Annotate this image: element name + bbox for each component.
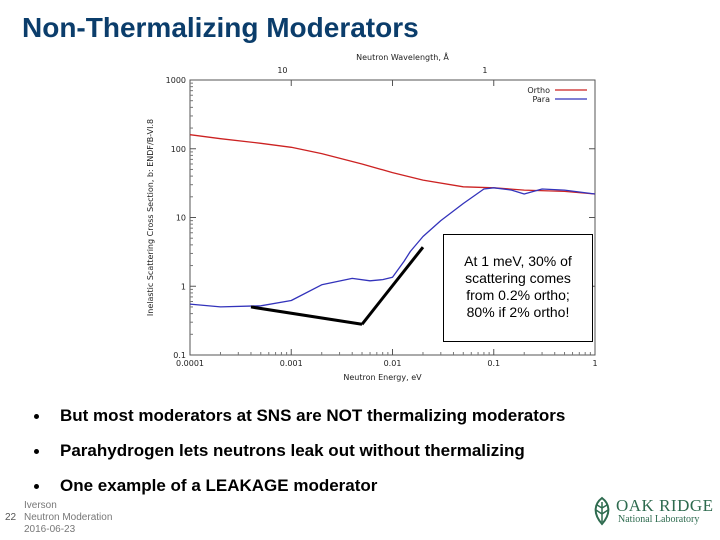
leaf-icon xyxy=(594,496,610,526)
footer: Iverson Neutron Moderation 2016-06-23 xyxy=(24,500,112,536)
series-line-ortho xyxy=(189,134,596,195)
bullet-item: But most moderators at SNS are NOT therm… xyxy=(32,405,565,440)
series-line-para xyxy=(189,187,596,308)
annotation-callout: At 1 meV, 30% of scattering comes from 0… xyxy=(443,234,593,342)
bullet-dot xyxy=(34,414,39,419)
x2-tick-label: 10 xyxy=(277,66,287,75)
y-tick-label: 100 xyxy=(171,145,186,154)
logo-line1: OAK RIDGE xyxy=(616,496,714,515)
bullet-text: But most moderators at SNS are NOT therm… xyxy=(60,406,566,425)
bullet-item: Parahydrogen lets neutrons leak out with… xyxy=(32,440,565,475)
x-tick-label: 0.0001 xyxy=(176,359,204,368)
y-axis-label: Inelastic Scattering Cross Section, b: E… xyxy=(146,119,155,316)
footer-topic: Neutron Moderation xyxy=(24,512,113,523)
y-tick-label: 1 xyxy=(181,282,186,291)
bullet-dot xyxy=(34,449,39,454)
legend-label: Ortho xyxy=(527,86,550,95)
callout-line: 80% if 2% ortho! xyxy=(466,304,570,320)
page-number: 22 xyxy=(5,512,17,523)
bullet-item: One example of a LEAKAGE moderator xyxy=(32,475,565,510)
x-axis-label: Neutron Energy, eV xyxy=(343,373,422,382)
chart-series xyxy=(189,134,596,308)
bullet-list: But most moderators at SNS are NOT therm… xyxy=(32,405,565,510)
annotation-line xyxy=(360,246,425,326)
x2-tick-label: 1 xyxy=(482,66,487,75)
annotation-line xyxy=(250,305,363,326)
callout-line: At 1 meV, 30% of xyxy=(464,253,572,269)
x-tick-label: 0.001 xyxy=(280,359,303,368)
oak-ridge-logo: OAK RIDGE National Laboratory xyxy=(590,494,713,528)
y-tick-label: 1000 xyxy=(166,76,186,85)
slide-title: Non-Thermalizing Moderators xyxy=(22,12,419,43)
chart-axes: 0.0001 0.001 0.01 0.1 1 0.1 1 10 100 1000 10 1 Neutr… xyxy=(146,51,598,382)
bullet-text: One example of a LEAKAGE moderator xyxy=(60,476,378,495)
logo-line2: National Laboratory xyxy=(618,514,700,525)
callout-line: scattering comes xyxy=(465,270,571,286)
cross-section-chart: 0.0001 0.001 0.01 0.1 1 0.1 1 10 100 1000 10 1 Neutr… xyxy=(146,51,598,382)
x-tick-label: 0.01 xyxy=(384,359,402,368)
legend-label: Para xyxy=(532,95,550,104)
x2-axis-label: Neutron Wavelength, Å xyxy=(356,51,449,62)
bullet-text: Parahydrogen lets neutrons leak out with… xyxy=(60,441,525,460)
x-tick-label: 1 xyxy=(592,359,597,368)
footer-date: 2016-06-23 xyxy=(24,524,76,535)
callout-line: from 0.2% ortho; xyxy=(466,287,570,303)
chart-annotation-lines xyxy=(250,246,425,326)
y-tick-label: 0.1 xyxy=(173,351,186,360)
footer-author: Iverson xyxy=(24,500,57,511)
x-tick-label: 0.1 xyxy=(487,359,500,368)
bullet-dot xyxy=(34,484,39,489)
y-tick-label: 10 xyxy=(176,214,186,223)
